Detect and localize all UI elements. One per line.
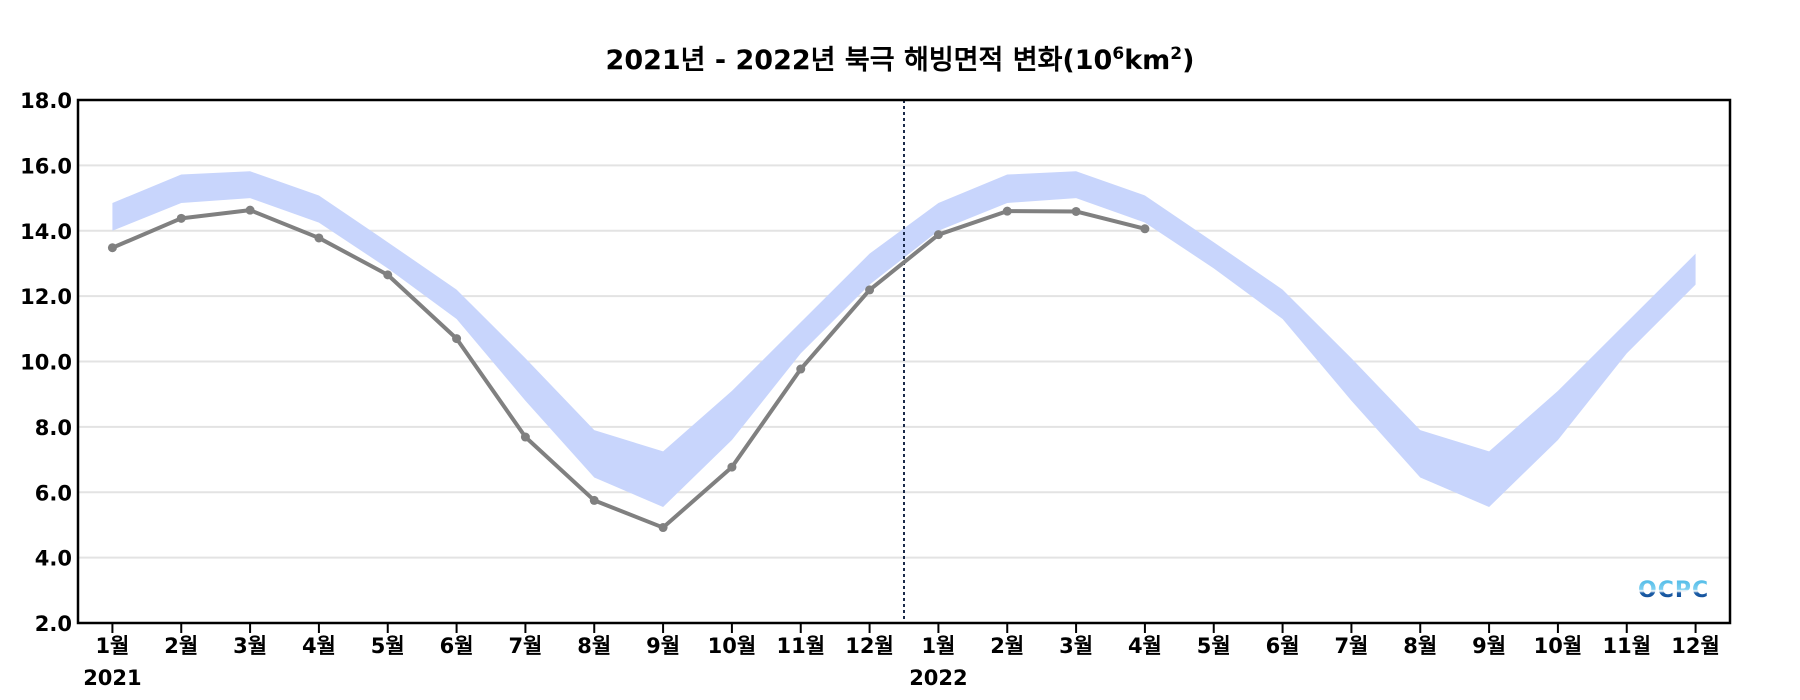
plot-frame xyxy=(76,98,1732,625)
x-tick-label: 12월 xyxy=(1671,634,1720,658)
y-tick-label: 4.0 xyxy=(35,547,72,571)
chart-title: 2021년 - 2022년 북극 해빙면적 변화(106km2) xyxy=(0,38,1800,77)
x-tick-label: 11월 xyxy=(776,634,825,658)
x-tick-label: 9월 xyxy=(646,634,680,658)
x-tick-label: 3월 xyxy=(1059,634,1093,658)
x-tick-label: 1월 xyxy=(95,634,129,658)
x-tick-label: 2월 xyxy=(990,634,1024,658)
y-tick-label: 10.0 xyxy=(20,351,72,375)
x-tick-label: 4월 xyxy=(302,634,336,658)
title-text: 2021년 - 2022년 북극 해빙면적 변화(10 xyxy=(605,45,1113,76)
sea-ice-extent-line xyxy=(111,208,1146,530)
year-label: 2021 xyxy=(83,666,141,690)
data-point xyxy=(245,205,255,215)
y-tick-label: 12.0 xyxy=(20,285,72,309)
title-unit: km xyxy=(1124,45,1171,76)
x-tick-label: 2월 xyxy=(164,634,198,658)
data-point xyxy=(452,334,462,344)
x-tick-label: 11월 xyxy=(1602,634,1651,658)
data-point xyxy=(658,523,668,533)
title-sup-6: 6 xyxy=(1112,44,1125,64)
x-tick-label: 10월 xyxy=(708,634,757,658)
x-tick-label: 7월 xyxy=(508,634,542,658)
x-tick-label: 6월 xyxy=(440,634,474,658)
data-point xyxy=(520,432,530,442)
x-tick-label: 7월 xyxy=(1334,634,1368,658)
data-point xyxy=(933,230,943,240)
y-tick-label: 6.0 xyxy=(35,481,72,505)
ocpc-logo: OCPC xyxy=(1638,578,1710,603)
y-tick-label: 8.0 xyxy=(35,416,72,440)
x-tick-label: 5월 xyxy=(371,634,405,658)
data-point xyxy=(589,495,599,505)
data-point xyxy=(1002,206,1012,216)
x-tick-label: 6월 xyxy=(1266,634,1300,658)
y-tick-label: 16.0 xyxy=(20,154,72,178)
data-point xyxy=(383,270,393,280)
x-tick-label: 8월 xyxy=(577,634,611,658)
x-tick-label: 5월 xyxy=(1197,634,1231,658)
title-sup-2: 2 xyxy=(1170,44,1183,64)
y-tick-label: 18.0 xyxy=(20,89,72,113)
data-point xyxy=(176,213,186,223)
y-tick-label: 14.0 xyxy=(20,220,72,244)
x-tick-label: 12월 xyxy=(845,634,894,658)
data-point xyxy=(865,285,875,295)
data-point xyxy=(1140,224,1150,234)
x-tick-label: 1월 xyxy=(921,634,955,658)
x-tick-label: 10월 xyxy=(1534,634,1583,658)
y-tick-label: 2.0 xyxy=(35,612,72,636)
data-point xyxy=(1071,206,1081,216)
data-point xyxy=(314,233,324,243)
data-point xyxy=(727,462,737,472)
x-tick-label: 4월 xyxy=(1128,634,1162,658)
data-point xyxy=(796,364,806,374)
x-tick-label: 3월 xyxy=(233,634,267,658)
x-tick-label: 9월 xyxy=(1472,634,1506,658)
data-point xyxy=(107,243,117,253)
x-tick-label: 8월 xyxy=(1403,634,1437,658)
title-close: ) xyxy=(1182,45,1195,76)
year-label: 2022 xyxy=(909,666,967,690)
